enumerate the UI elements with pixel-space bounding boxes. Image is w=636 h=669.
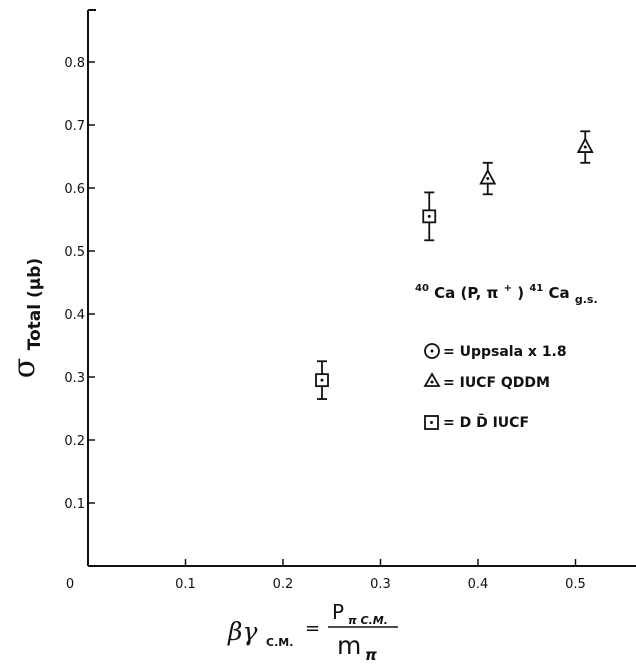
annotation-part3: Ca <box>549 284 570 302</box>
x-label-lhs: βγ <box>227 617 257 646</box>
annotation-part2: ) <box>517 284 524 302</box>
y-tick-label: 0.7 <box>64 119 85 134</box>
legend-label-dd-iucf: = D D̄ IUCF <box>443 412 529 431</box>
y-label-sub: Total (μb) <box>25 258 45 351</box>
y-ticks: 0.1 0.2 0.3 0.4 0.5 0.6 0.7 0.8 <box>64 56 95 512</box>
data-point-triangle <box>479 161 497 196</box>
annotation-sub: g.s. <box>575 293 598 306</box>
x-label-equals: = <box>305 618 320 639</box>
x-label-numerator-sub: π C.M. <box>348 614 388 627</box>
x-label-denominator-sub: π <box>365 646 377 664</box>
data-marks <box>315 130 594 400</box>
data-point-triangle <box>576 130 594 164</box>
reaction-annotation: 40 Ca (P, π + ) 41 Ca g.s. <box>415 277 598 306</box>
legend-square-icon <box>424 415 439 430</box>
annotation-pre-sup: 40 <box>415 283 429 294</box>
x-tick-label: 0.4 <box>468 577 489 592</box>
y-tick-label: 0.8 <box>64 56 85 71</box>
annotation-part1: Ca (P, π <box>434 284 498 302</box>
y-tick-label: 0.2 <box>64 434 85 449</box>
legend-circle-icon <box>424 343 440 359</box>
legend-triangle-icon <box>423 372 441 387</box>
data-point-square <box>315 360 329 400</box>
legend: = Uppsala x 1.8 = IUCF QDDM = D D̄ IUCF <box>423 343 567 431</box>
x-axis-label: βγ C.M. = P π C.M. m π <box>227 600 398 664</box>
x-ticks: 00.10.20.30.40.50.60.70.8 <box>66 559 586 592</box>
svg-text:σ Total (μb): σ Total (μb) <box>7 258 45 378</box>
x-tick-label: 0.1 <box>175 577 196 592</box>
x-tick-label: 0.3 <box>370 577 391 592</box>
y-tick-label: 0.6 <box>64 182 85 197</box>
legend-label-uppsala: = Uppsala x 1.8 <box>443 344 567 360</box>
y-tick-label: 0.3 <box>64 371 85 386</box>
y-tick-label: 0.4 <box>64 308 85 323</box>
x-label-lhs-sub: C.M. <box>266 636 293 649</box>
y-axis-label: σ Total (μb) <box>7 258 45 378</box>
x-label-denominator: m <box>337 631 361 660</box>
annotation-mid-sup: 41 <box>529 283 543 294</box>
y-tick-label: 0.1 <box>64 497 85 512</box>
y-label-sigma: σ <box>7 358 42 378</box>
y-tick-label: 0.5 <box>64 245 85 260</box>
data-point-square <box>422 191 437 242</box>
x-tick-label: 0.2 <box>273 577 294 592</box>
x-label-numerator: P <box>332 600 344 624</box>
x-tick-label: 0 <box>66 577 74 592</box>
annotation-plus-sup: + <box>504 283 512 294</box>
x-tick-label: 0.5 <box>565 577 586 592</box>
legend-label-iucf-qddm: = IUCF QDDM <box>443 375 550 391</box>
